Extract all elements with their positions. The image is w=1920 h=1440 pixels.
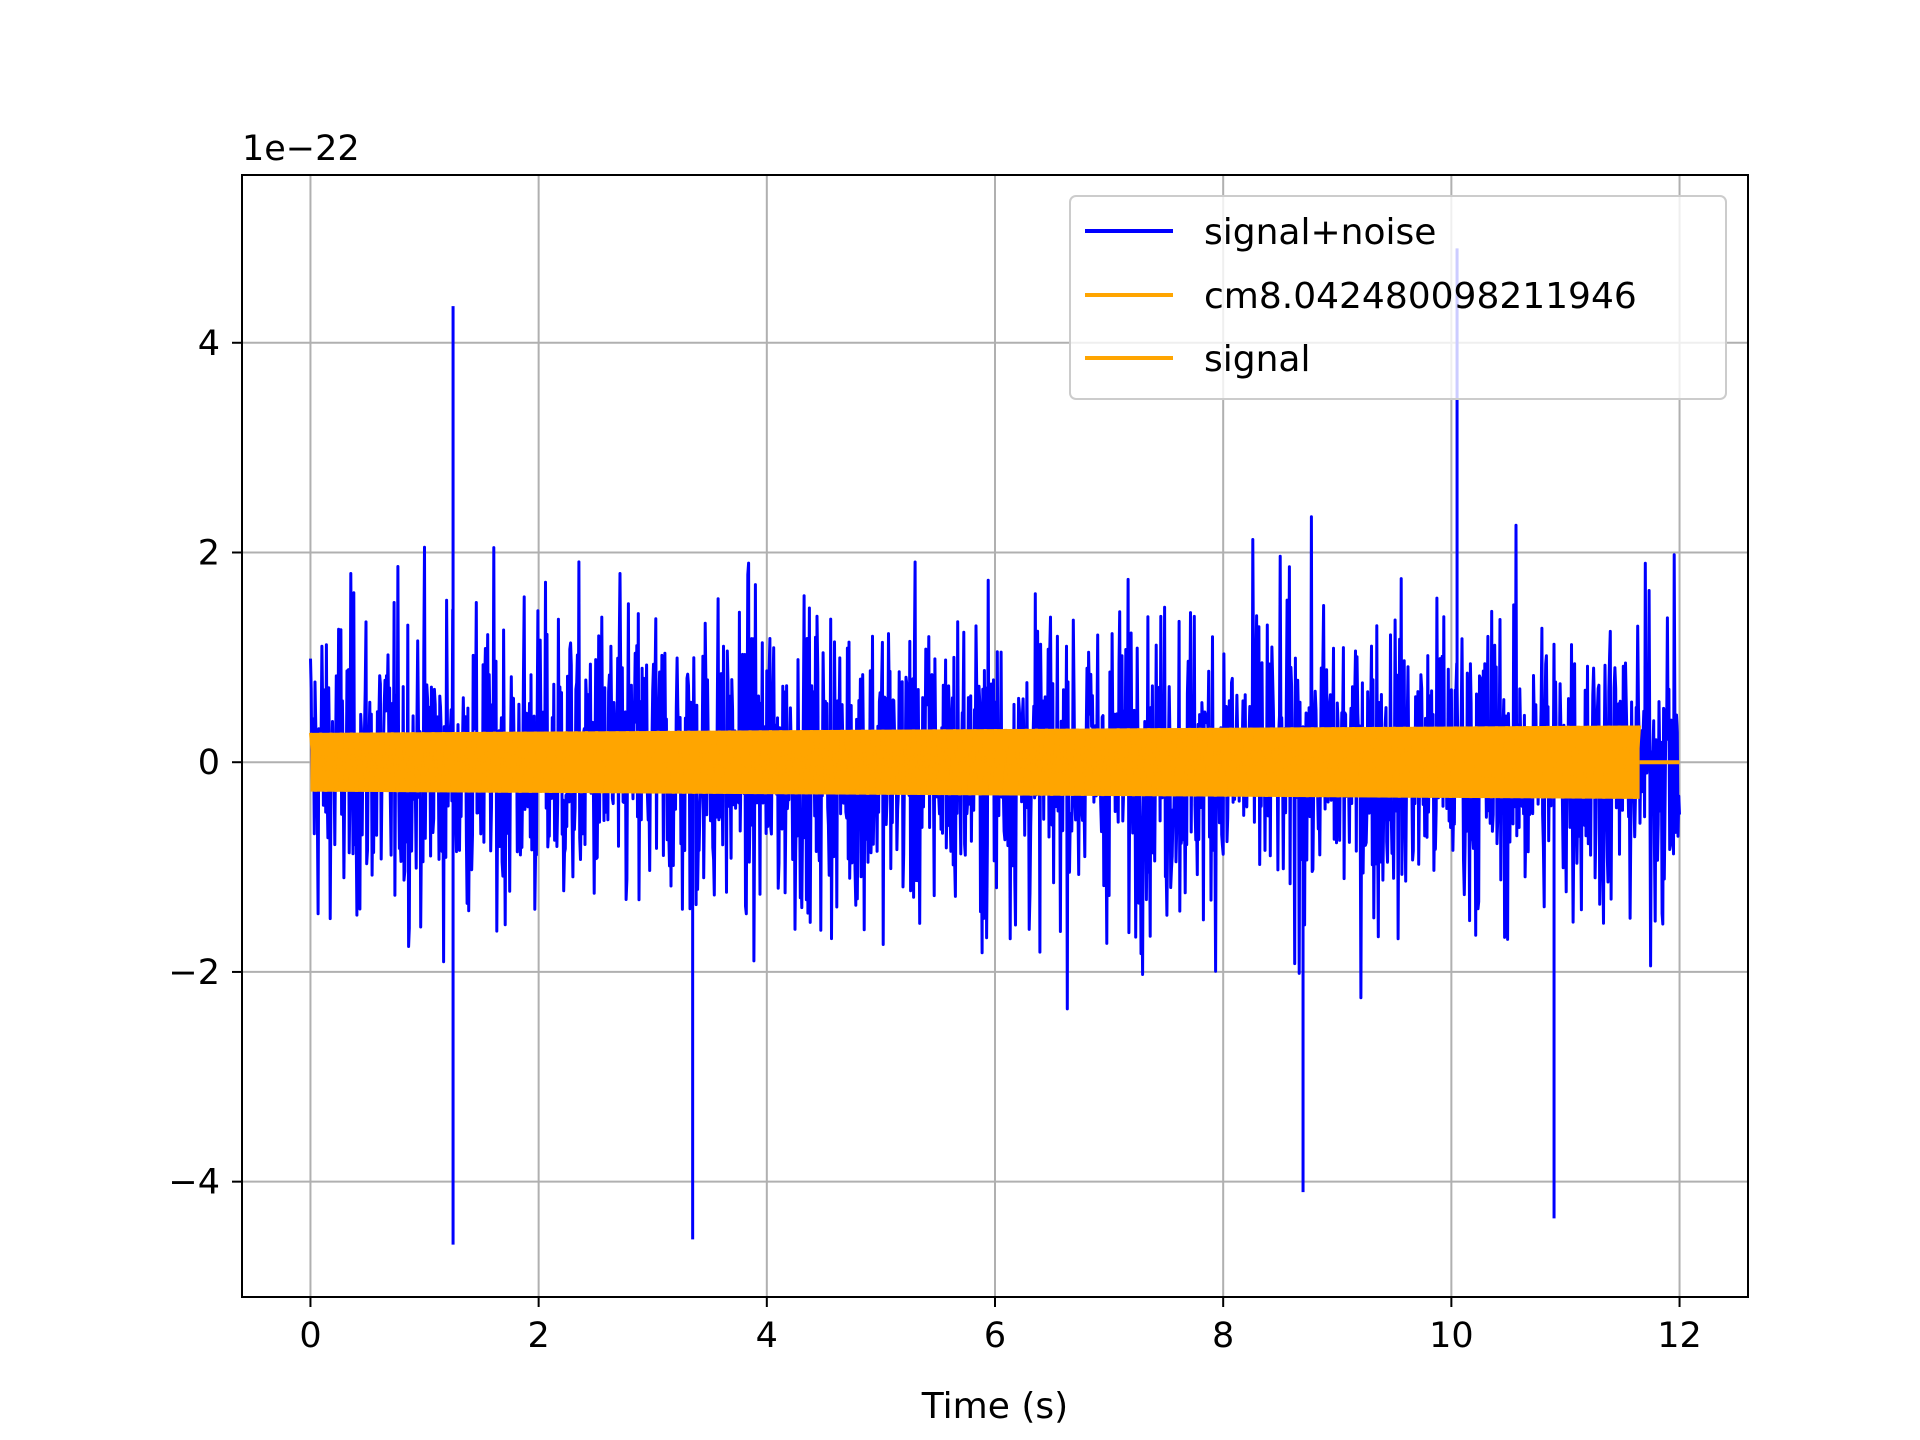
- y-tick-label: −2: [168, 953, 220, 993]
- legend-label-signal-noise: signal+noise: [1204, 212, 1436, 253]
- x-tick-label: 12: [1657, 1316, 1702, 1356]
- x-axis-label: Time (s): [921, 1386, 1068, 1427]
- legend-label-signal: signal: [1204, 339, 1311, 380]
- x-tick-label: 6: [984, 1316, 1006, 1356]
- y-tick-label: 0: [198, 743, 220, 783]
- y-offset-label: 1e−22: [242, 129, 360, 169]
- x-tick-label: 10: [1429, 1316, 1474, 1356]
- y-tick-label: −4: [168, 1163, 220, 1203]
- x-axis: 0 2 4 6 8 10 12: [299, 1297, 1702, 1356]
- y-axis: −4 −2 0 2 4: [168, 324, 242, 1203]
- x-tick-label: 2: [527, 1316, 549, 1356]
- signal-line: [309, 725, 1642, 800]
- y-tick-label: 2: [198, 533, 220, 573]
- legend-box: [1069, 195, 1727, 400]
- y-tick-label: 4: [198, 324, 220, 364]
- legend-label-cm: cm8.042480098211946: [1204, 276, 1637, 317]
- x-tick-label: 0: [299, 1316, 321, 1356]
- series-signal: [309, 725, 1680, 800]
- legend: signal+noise cm8.042480098211946 signal: [1069, 195, 1727, 400]
- x-tick-label: 4: [756, 1316, 778, 1356]
- x-tick-label: 8: [1212, 1316, 1234, 1356]
